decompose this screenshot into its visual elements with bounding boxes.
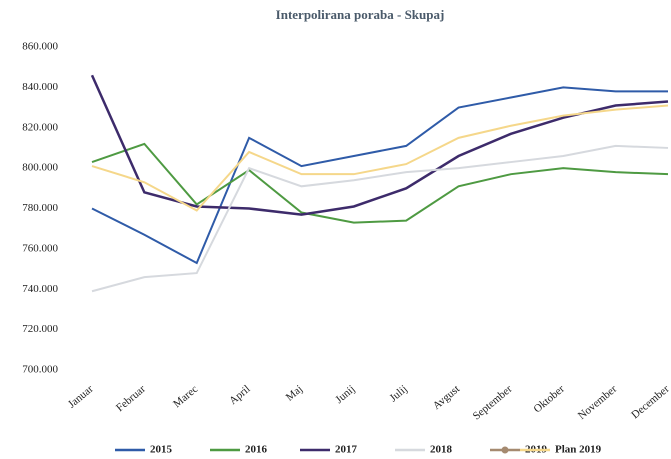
- y-tick-label: 840.000: [22, 81, 58, 93]
- x-tick-label: December: [629, 383, 671, 421]
- legend-marker: [501, 446, 509, 454]
- series-line: [91, 104, 669, 212]
- y-tick-label: 860.000: [22, 41, 58, 53]
- legend-label: 2016: [245, 444, 268, 456]
- chart-title: Interpolirana poraba - Skupaj: [276, 7, 445, 22]
- y-tick-label: 780.000: [22, 202, 58, 214]
- x-tick-label: Julij: [388, 383, 410, 404]
- x-tick-label: April: [227, 383, 253, 407]
- legend-label: Plan 2019: [555, 444, 602, 456]
- x-tick-label: Oktober: [532, 383, 568, 416]
- y-tick-label: 700.000: [22, 364, 58, 376]
- legend-label: 2015: [150, 444, 173, 456]
- y-tick-label: 800.000: [22, 162, 58, 174]
- legend-label: 2017: [335, 444, 358, 456]
- x-tick-label: September: [471, 383, 515, 423]
- series-line: [91, 86, 668, 265]
- series-line: [91, 142, 669, 224]
- x-tick-label: Avgust: [431, 383, 462, 412]
- x-tick-label: Maj: [284, 383, 305, 404]
- x-tick-label: Januar: [66, 383, 96, 411]
- x-tick-label: Marec: [171, 383, 200, 410]
- x-tick-label: November: [576, 383, 620, 422]
- y-tick-label: 740.000: [22, 283, 58, 295]
- legend-label: 2018: [430, 444, 453, 456]
- y-tick-label: 720.000: [22, 323, 58, 335]
- series-line: [91, 144, 669, 293]
- x-tick-label: Junij: [333, 383, 357, 406]
- x-tick-label: Februar: [114, 383, 148, 414]
- series-line: [90, 74, 669, 216]
- y-tick-label: 820.000: [22, 121, 58, 133]
- y-tick-label: 760.000: [22, 242, 58, 254]
